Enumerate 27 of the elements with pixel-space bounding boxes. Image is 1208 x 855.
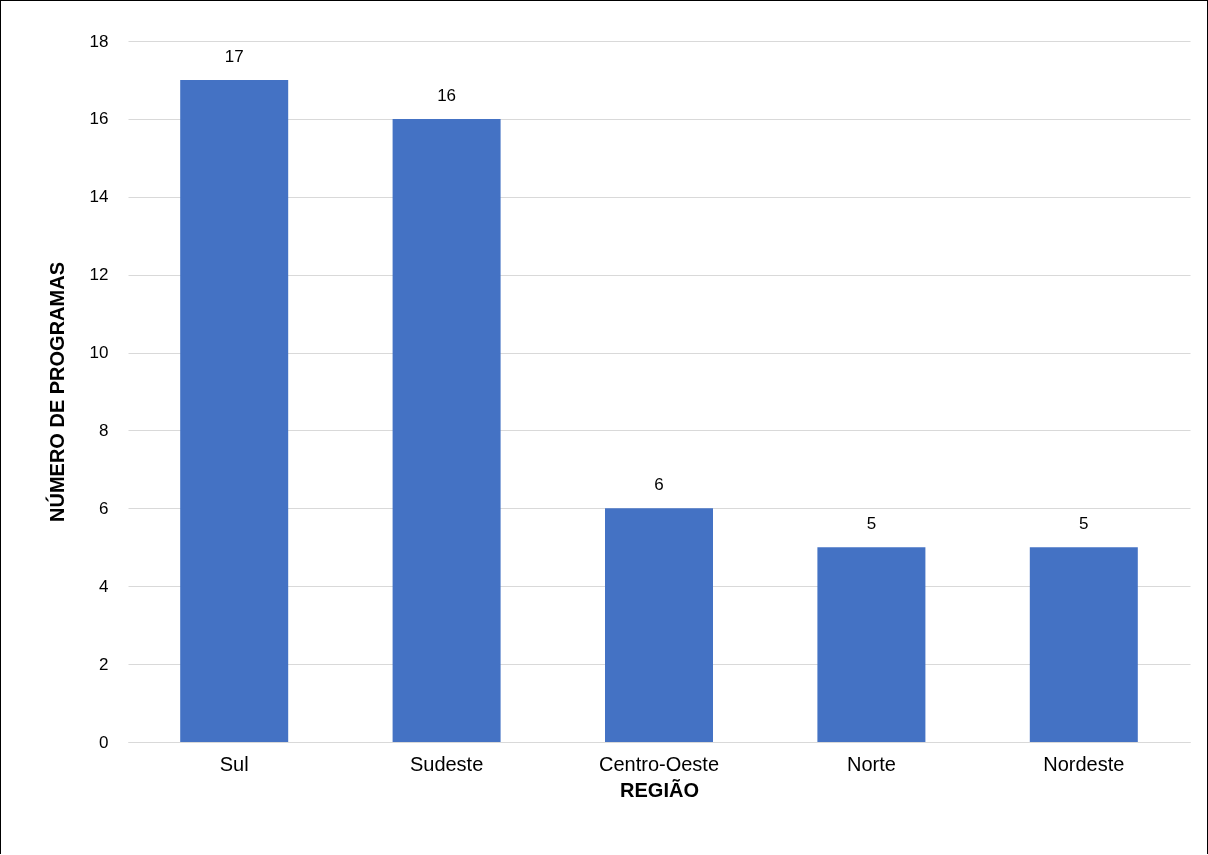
bar <box>1029 547 1138 742</box>
y-tick-label: 10 <box>89 343 109 363</box>
y-axis-title: NÚMERO DE PROGRAMAS <box>44 261 68 523</box>
x-tick-label: Centro-Oeste <box>598 752 720 775</box>
y-tick-label: 6 <box>99 498 109 518</box>
data-label: 17 <box>224 46 244 66</box>
y-tick-label: 4 <box>99 576 109 596</box>
bar <box>605 508 713 742</box>
y-tick-label: 8 <box>99 420 109 440</box>
x-axis-title: REGIÃO <box>620 778 699 801</box>
x-tick-label: Norte <box>846 752 896 775</box>
x-tick-label: Sul <box>219 752 249 775</box>
bar <box>817 547 926 742</box>
bar <box>392 118 501 742</box>
y-tick-label: 2 <box>99 654 109 674</box>
data-label: 5 <box>1079 514 1089 534</box>
y-tick-label: 0 <box>99 732 109 752</box>
bar <box>180 79 289 742</box>
data-label: 5 <box>866 514 877 534</box>
y-tick-label: 16 <box>89 109 109 129</box>
y-tick-label: 14 <box>89 187 109 207</box>
y-tick-label: 18 <box>89 31 109 51</box>
data-label: 16 <box>437 85 457 105</box>
y-tick-label: 12 <box>89 265 109 285</box>
x-tick-label: Nordeste <box>1043 752 1125 775</box>
x-tick-label: Sudeste <box>409 752 484 775</box>
data-label: 6 <box>654 475 664 495</box>
